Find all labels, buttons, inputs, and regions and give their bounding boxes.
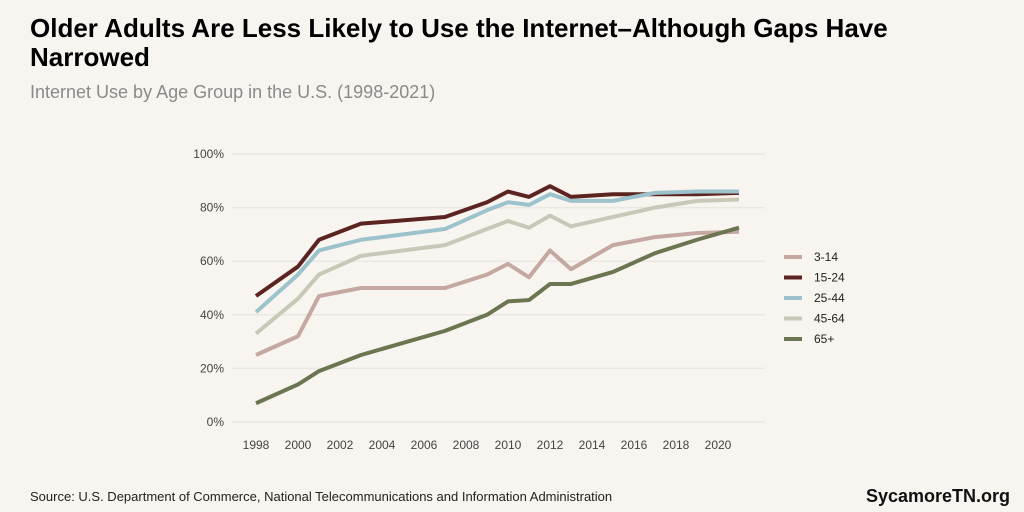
legend-label: 45-64 xyxy=(814,312,845,326)
y-tick-label: 40% xyxy=(200,308,224,322)
chart-title: Older Adults Are Less Likely to Use the … xyxy=(30,13,888,72)
x-tick-label: 2020 xyxy=(705,438,732,452)
x-tick-label: 2000 xyxy=(285,438,312,452)
chart-subtitle: Internet Use by Age Group in the U.S. (1… xyxy=(30,82,436,102)
brand-logo: SycamoreTN.org xyxy=(865,486,1010,506)
series-line-45-64 xyxy=(254,197,740,336)
x-tick-label: 2004 xyxy=(369,438,396,452)
x-tick-label: 2008 xyxy=(453,438,480,452)
legend-label: 25-44 xyxy=(814,291,845,305)
x-tick-label: 1998 xyxy=(243,438,270,452)
x-tick-label: 2002 xyxy=(327,438,354,452)
x-tick-label: 2016 xyxy=(621,438,648,452)
x-tick-label: 2018 xyxy=(663,438,690,452)
y-tick-label: 0% xyxy=(207,415,225,429)
series-line-25-44 xyxy=(254,189,739,314)
legend-label: 3-14 xyxy=(814,250,838,264)
x-tick-label: 2006 xyxy=(411,438,438,452)
y-tick-label: 60% xyxy=(200,254,224,268)
legend-label: 15-24 xyxy=(814,271,845,285)
legend-label: 65+ xyxy=(814,332,834,346)
x-tick-label: 2010 xyxy=(495,438,522,452)
x-tick-label: 2014 xyxy=(579,438,606,452)
y-tick-label: 100% xyxy=(193,147,224,161)
series-line-65+ xyxy=(255,225,740,406)
y-tick-label: 20% xyxy=(200,361,224,375)
series-line-15-24 xyxy=(254,184,740,298)
source-note: Source: U.S. Department of Commerce, Nat… xyxy=(30,489,613,504)
series-line-3-14 xyxy=(255,229,740,357)
x-tick-label: 2012 xyxy=(537,438,564,452)
y-tick-label: 80% xyxy=(200,201,224,215)
